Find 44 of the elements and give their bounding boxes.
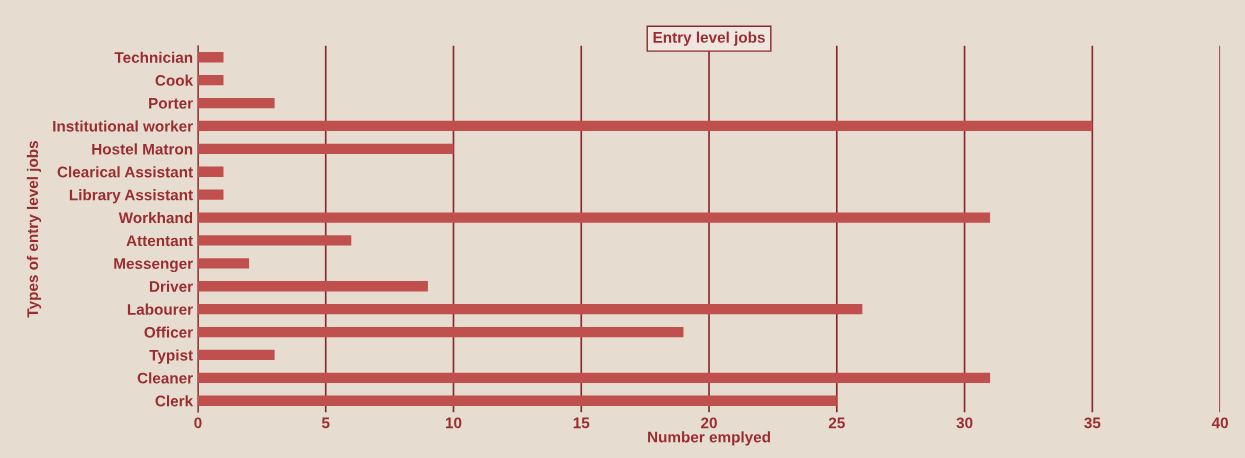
x-tick-label: 5 — [321, 417, 330, 429]
bar — [197, 97, 275, 109]
y-tick-label: Attentant — [126, 235, 193, 247]
bar — [197, 304, 863, 315]
y-tick-label: Typist — [149, 349, 193, 364]
bar — [197, 372, 991, 383]
y-tick-label: Messenger — [114, 258, 193, 273]
y-tick-label: Cook — [155, 74, 194, 86]
x-tick-label: 15 — [573, 417, 590, 429]
x-tick-label: 0 — [194, 417, 202, 429]
bar — [197, 212, 991, 223]
chart-title: Entry level jobs — [653, 31, 765, 46]
y-tick-label: Hostel Matron — [92, 143, 193, 155]
bar — [197, 75, 224, 86]
x-tick-label: 10 — [445, 417, 462, 429]
bar — [197, 235, 352, 246]
y-tick-label: Clearical Assistant — [57, 166, 193, 178]
x-tick-label: 40 — [1211, 417, 1228, 429]
x-tick-label: 35 — [1084, 417, 1101, 429]
x-tick-label: 25 — [828, 417, 845, 429]
bar — [197, 281, 428, 292]
y-tick-label: Institutional worker — [53, 120, 193, 132]
bar — [197, 143, 454, 154]
x-tick-label: 20 — [701, 417, 717, 429]
y-tick-label: Labourer — [127, 303, 193, 315]
y-axis-title: Types of entry level jobs — [26, 141, 42, 318]
bar — [197, 258, 250, 269]
bar — [197, 52, 224, 63]
y-tick-label: Workhand — [118, 212, 193, 224]
y-tick-label: Clerk — [155, 395, 194, 407]
y-tick-label: Technician — [114, 51, 193, 63]
bar — [197, 395, 837, 406]
bar — [197, 189, 224, 200]
x-tick-label: 30 — [956, 417, 973, 429]
y-tick-label: Cleaner — [137, 372, 193, 384]
y-tick-label: Library Assistant — [69, 189, 193, 204]
bar — [197, 326, 684, 338]
x-axis-title: Number emplyed — [648, 431, 770, 446]
y-tick-label: Driver — [149, 280, 193, 292]
y-tick-label: Officer — [144, 326, 193, 338]
y-tick-label: Porter — [149, 98, 193, 109]
bar — [197, 166, 224, 177]
bar — [197, 120, 1093, 132]
bar — [197, 349, 275, 361]
